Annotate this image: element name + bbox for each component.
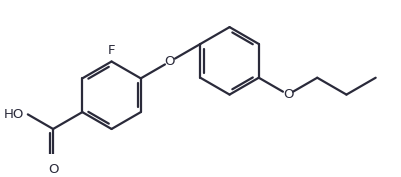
Text: O: O — [283, 88, 293, 101]
Text: F: F — [108, 44, 115, 57]
Text: O: O — [48, 163, 59, 176]
Text: O: O — [165, 55, 175, 68]
Text: HO: HO — [4, 108, 24, 121]
